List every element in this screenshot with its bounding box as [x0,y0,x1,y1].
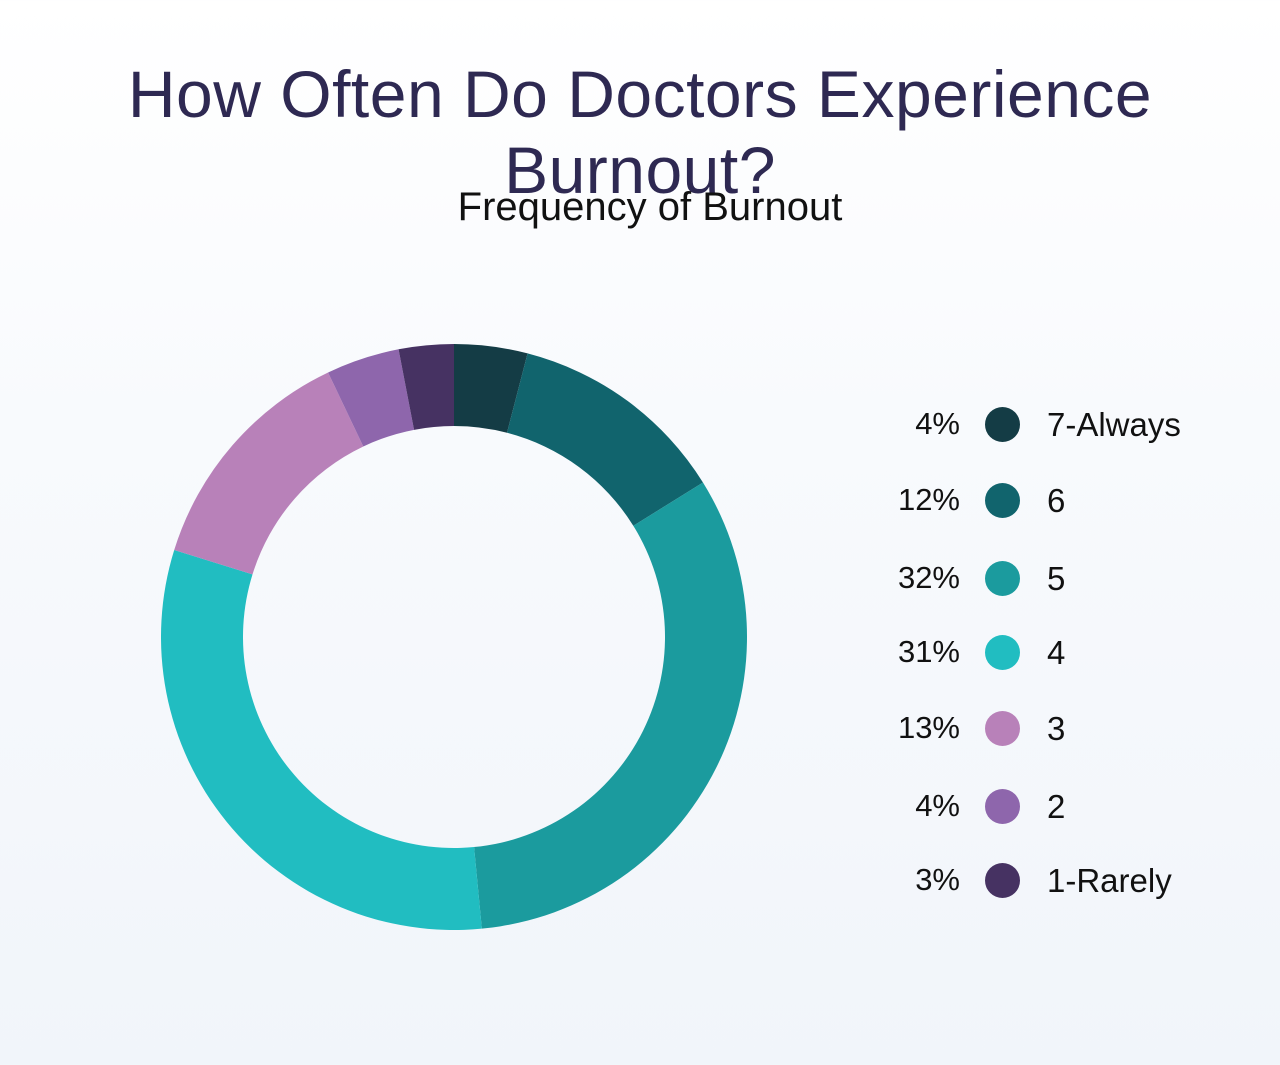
legend-item-3: 13% 3 [880,706,1240,750]
donut-slice-6 [506,353,703,526]
legend-value: 3% [915,862,960,897]
legend-value: 4% [915,406,960,441]
legend-label: 2 [1047,788,1066,825]
legend-swatch [985,711,1020,746]
legend-item-5: 32% 5 [880,556,1240,600]
legend-value: 13% [897,710,960,745]
legend-item-2: 4% 2 [880,784,1240,828]
legend-item-6: 12% 6 [880,478,1240,522]
legend-item-1-rarely: 3% 1-Rarely [880,858,1240,902]
legend-value: 4% [915,788,960,823]
legend-label: 5 [1047,560,1066,597]
donut-slice-1-rarely [398,344,454,430]
legend-label: 4 [1047,634,1066,671]
legend-item-7-always: 4% 7-Always [880,402,1240,446]
donut-slice-7-always [454,344,528,433]
legend-value: 31% [897,634,960,669]
legend-label: 7-Always [1047,406,1181,443]
legend-value: 12% [897,482,960,517]
legend-swatch [985,635,1020,670]
legend-swatch [985,789,1020,824]
legend-swatch [985,407,1020,442]
chart-title: Frequency of Burnout [457,185,843,229]
legend-swatch [985,483,1020,518]
donut-slice-4 [160,550,482,930]
legend-value: 32% [897,560,960,595]
legend-item-4: 31% 4 [880,630,1240,674]
donut-slice-2 [328,349,415,447]
legend-label: 6 [1047,482,1066,519]
donut-slice-3 [174,372,364,575]
donut-slice-5 [474,482,747,929]
legend-swatch [985,561,1020,596]
legend-label: 1-Rarely [1047,862,1172,899]
page-title: How Often Do Doctors Experience Burnout? [127,57,1153,207]
legend-swatch [985,863,1020,898]
legend-label: 3 [1047,710,1066,747]
